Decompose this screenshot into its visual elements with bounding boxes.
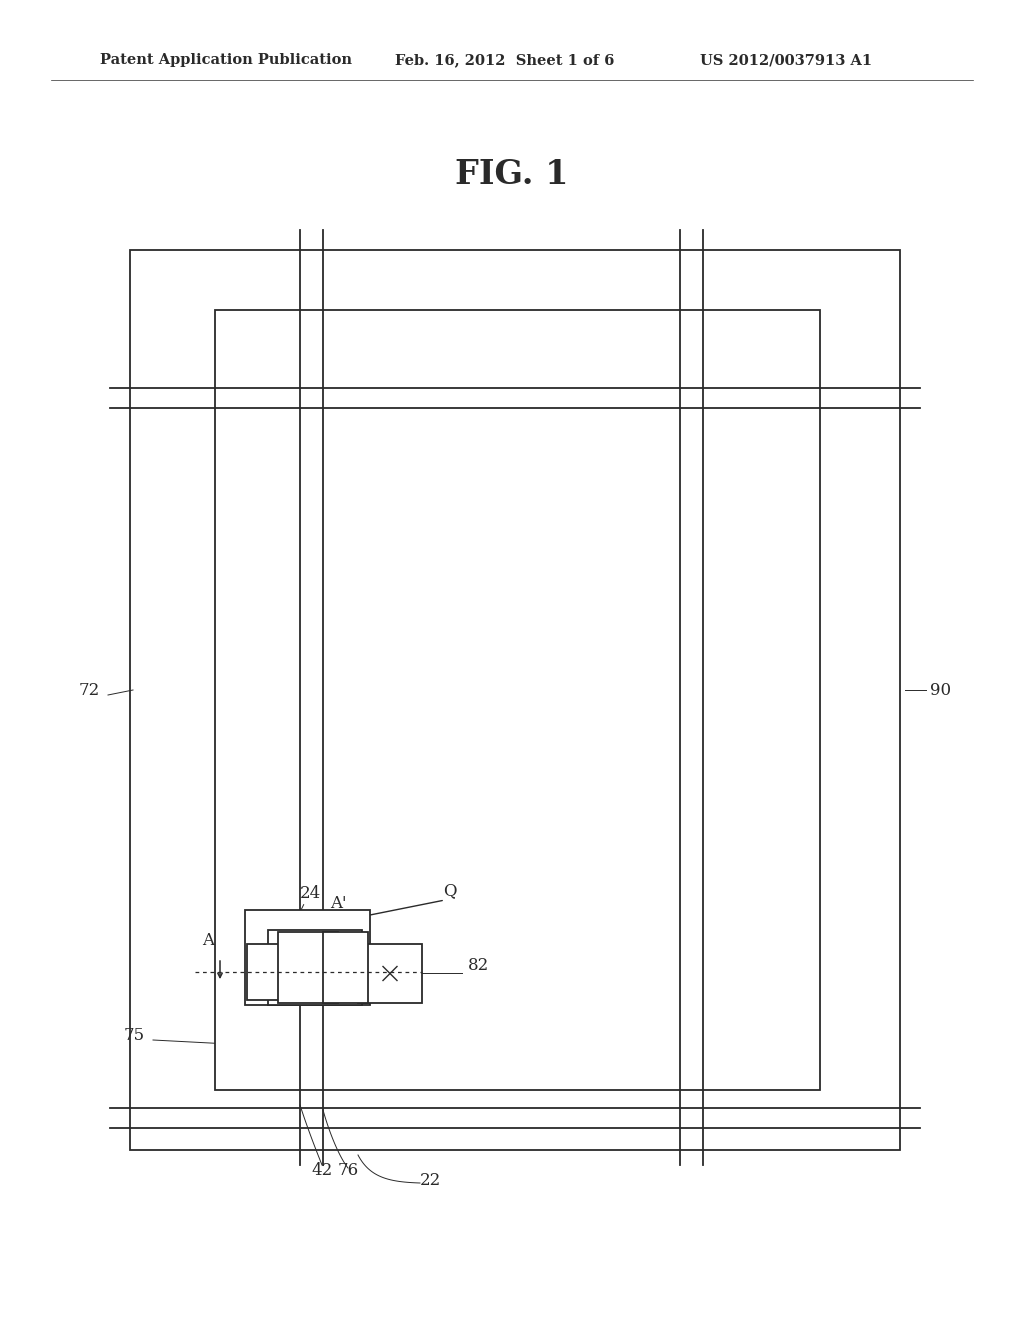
Bar	[323, 932, 368, 1003]
Bar	[215, 310, 820, 1090]
Text: 22: 22	[420, 1172, 440, 1189]
Text: 75: 75	[124, 1027, 145, 1044]
Text: A': A'	[330, 895, 346, 912]
Bar	[268, 931, 362, 1005]
Text: 42: 42	[311, 1162, 333, 1179]
Bar	[358, 944, 422, 1003]
Text: A: A	[202, 932, 214, 949]
Text: 76: 76	[338, 1162, 358, 1179]
Text: Feb. 16, 2012  Sheet 1 of 6: Feb. 16, 2012 Sheet 1 of 6	[395, 53, 614, 67]
Text: 82: 82	[468, 957, 489, 974]
Bar	[247, 944, 285, 1001]
Text: US 2012/0037913 A1: US 2012/0037913 A1	[700, 53, 872, 67]
Text: FIG. 1: FIG. 1	[456, 158, 568, 191]
Text: 24: 24	[299, 884, 321, 902]
Text: 72: 72	[79, 682, 100, 700]
Bar	[245, 909, 370, 1005]
Text: Patent Application Publication: Patent Application Publication	[100, 53, 352, 67]
Bar	[278, 932, 338, 1003]
Bar	[130, 249, 900, 1150]
Text: Q: Q	[443, 882, 457, 899]
Text: 90: 90	[930, 682, 951, 700]
